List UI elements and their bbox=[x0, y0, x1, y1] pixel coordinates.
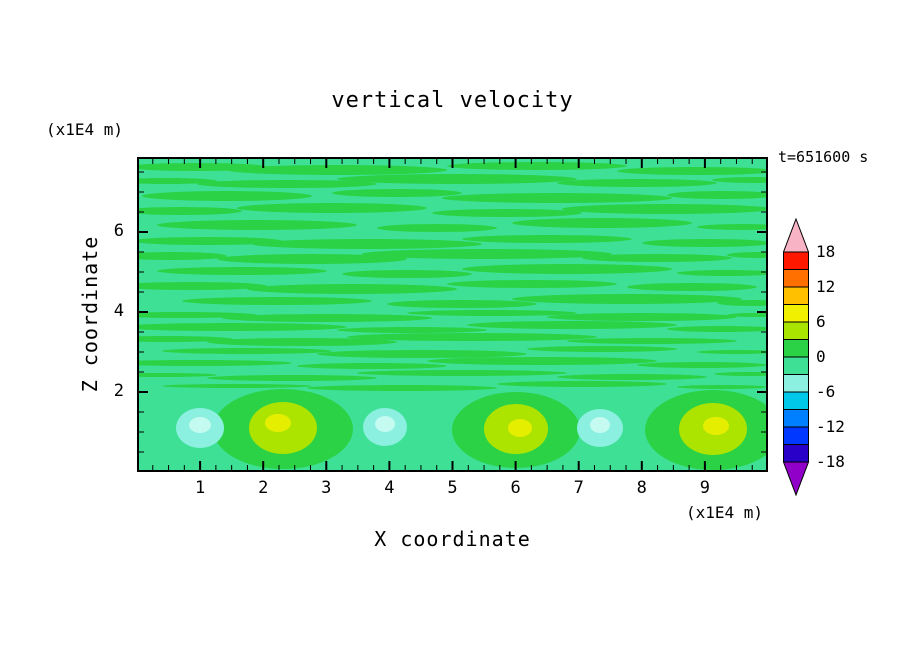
x-tick-label: 8 bbox=[636, 478, 647, 498]
colorbar-tick-label: -18 bbox=[816, 452, 845, 471]
x-tick-label: 1 bbox=[194, 478, 206, 498]
x-tick-label: 6 bbox=[510, 478, 521, 498]
x-axis-unit-label: (x1E4 m) bbox=[686, 503, 764, 522]
time-stamp-label: t=651600 s bbox=[778, 148, 869, 166]
colorbar-tick-label: -6 bbox=[816, 382, 836, 401]
x-tick-label: 2 bbox=[258, 478, 269, 498]
x-tick-label: 5 bbox=[447, 478, 458, 498]
x-tick-label: 7 bbox=[573, 478, 584, 498]
chart-title: vertical velocity bbox=[331, 88, 574, 113]
x-tick-label: 3 bbox=[321, 478, 332, 498]
contour-field bbox=[137, 157, 768, 472]
z-tick-label: 4 bbox=[113, 301, 124, 321]
z-tick-label: 2 bbox=[113, 381, 124, 401]
x-axis-title: X coordinate bbox=[374, 527, 531, 551]
y-axis-unit-label: (x1E4 m) bbox=[46, 120, 124, 139]
colorbar-tick-label: 0 bbox=[816, 347, 826, 366]
z-tick-label: 6 bbox=[113, 221, 124, 241]
x-tick-label: 4 bbox=[384, 478, 395, 498]
colorbar-tick-label: -12 bbox=[816, 417, 845, 436]
x-tick-label: 9 bbox=[699, 478, 711, 498]
colorbar-tick-label: 6 bbox=[816, 312, 826, 331]
colorbar-tick-label: 12 bbox=[816, 277, 836, 296]
colorbar-tick-label: 18 bbox=[816, 242, 836, 261]
colorbar bbox=[783, 218, 809, 497]
